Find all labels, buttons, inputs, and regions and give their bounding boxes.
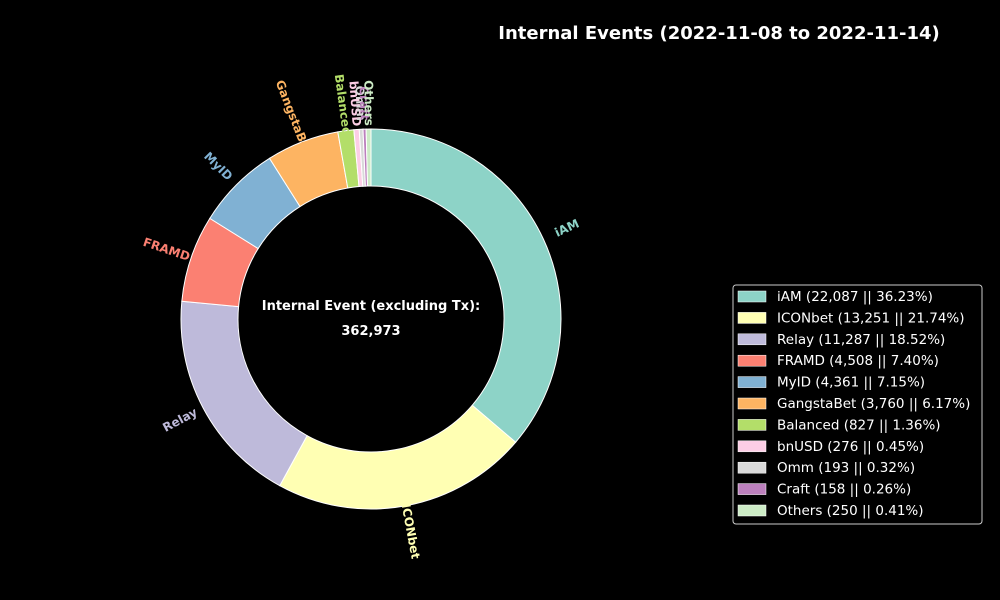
legend-swatch-framd [737, 354, 767, 367]
slice-label-iconbet: ICONbet [399, 503, 423, 561]
legend-swatch-iconbet [737, 312, 767, 324]
legend-swatch-balanced [737, 419, 767, 431]
slice-label-omm: Omm [352, 85, 368, 121]
legend-label-craft: Craft (158 || 0.26%) [777, 482, 911, 498]
legend-label-framd: FRAMD (4,508 || 7.40%) [777, 353, 939, 369]
legend-label-bnusd: bnUSD (276 || 0.45%) [777, 439, 924, 455]
slice-label-iam: iAM [552, 216, 581, 239]
legend: iAM (22,087 || 36.23%) ICONbet (13,251 ||… [732, 284, 983, 525]
slice-label-myid: MyID [201, 149, 235, 183]
slice-iam [370, 128, 562, 443]
legend-label-myid: MyID (4,361 || 7.15%) [777, 375, 925, 391]
chart-title: Internal Events (2022-11-08 to 2022-11-1… [498, 23, 939, 44]
slice-relay [180, 300, 308, 487]
center-value: 362,973 [341, 324, 400, 339]
legend-frame [732, 284, 983, 525]
legend-label-balanced: Balanced (827 || 1.36%) [777, 417, 941, 433]
legend-label-relay: Relay (11,287 || 18.52%) [777, 332, 945, 348]
slice-label-bnusd: bnUSD [346, 80, 363, 126]
legend-swatch-others [737, 504, 767, 517]
center-label: Internal Event (excluding Tx): [262, 299, 481, 314]
slice-iconbet [279, 404, 517, 510]
legend-swatch-bnusd [737, 440, 767, 453]
legend-label-iam: iAM (22,087 || 36.23%) [777, 289, 933, 305]
slice-label-others: Others [361, 80, 376, 126]
slice-others [365, 128, 372, 187]
legend-label-others: Others (250 || 0.41%) [777, 503, 924, 519]
legend-label-iconbet: ICONbet (13,251 || 21.74%) [777, 310, 965, 326]
legend-label-gangstabet: GangstaBet (3,760 || 6.17%) [777, 396, 970, 412]
legend-swatch-craft [737, 483, 767, 495]
slice-label-craft: Craft [357, 86, 372, 120]
legend-swatch-myid [737, 376, 767, 388]
slice-label-framd: FRAMD [141, 235, 192, 264]
legend-swatch-gangstabet [737, 397, 767, 410]
legend-swatch-relay [737, 333, 767, 346]
legend-swatch-omm [737, 461, 767, 474]
donut-slices [180, 128, 562, 510]
slice-label-relay: Relay [160, 405, 199, 435]
legend-label-omm: Omm (193 || 0.32%) [777, 460, 915, 476]
legend-swatch-iam [737, 290, 767, 303]
